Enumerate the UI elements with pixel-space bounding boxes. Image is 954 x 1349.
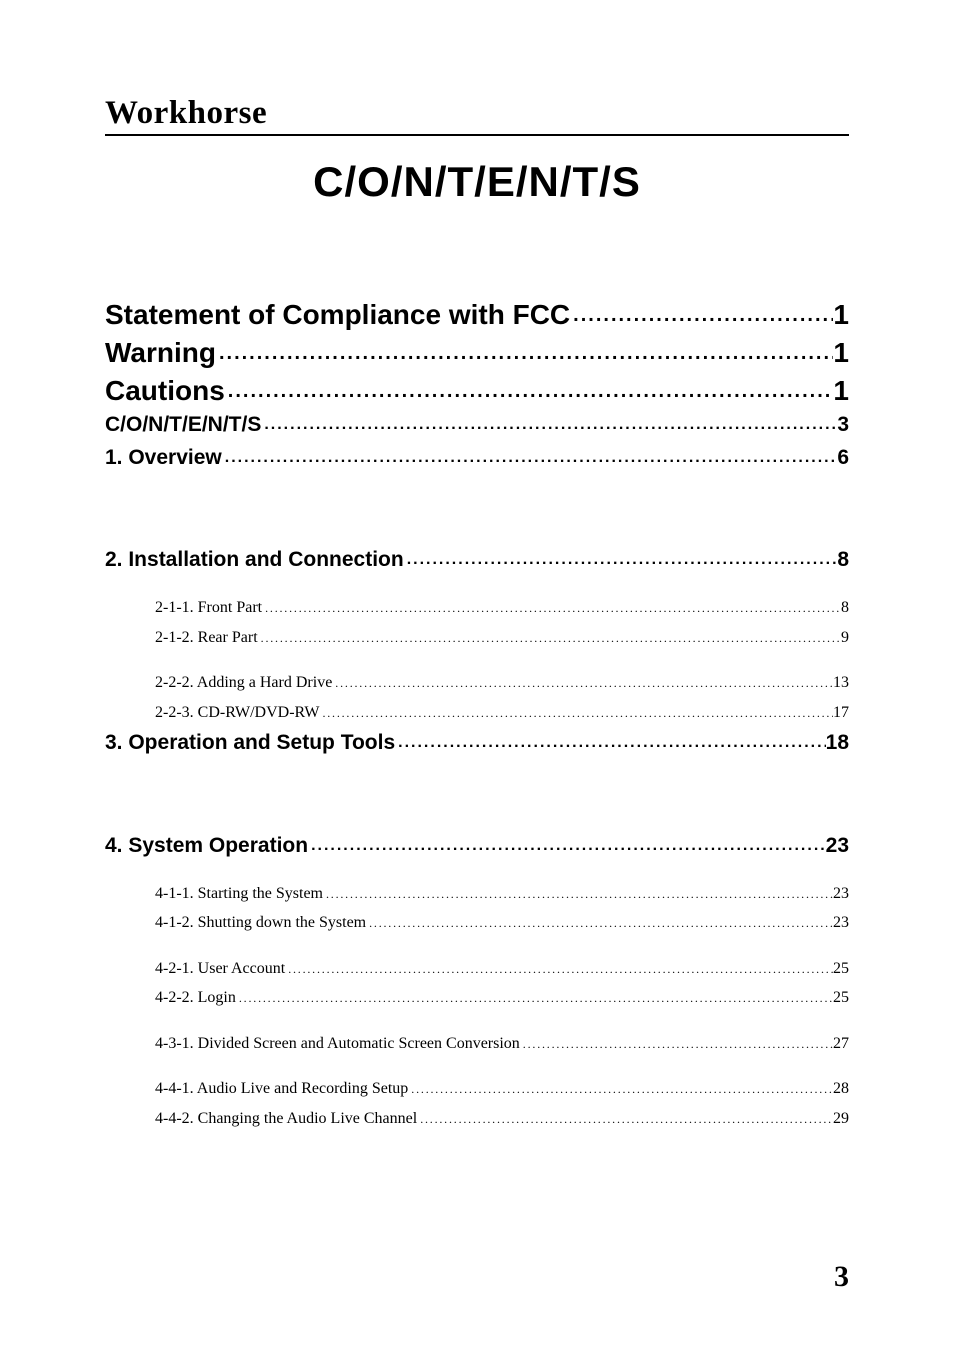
toc-leader: ........................................… bbox=[285, 958, 833, 980]
toc-leader: ........................................… bbox=[417, 1108, 833, 1130]
toc-leader: ........................................… bbox=[262, 597, 841, 619]
toc-entry: 3. Operation and Setup Tools............… bbox=[105, 727, 849, 760]
toc-page: 29 bbox=[833, 1104, 849, 1134]
toc-label: Statement of Compliance with FCC bbox=[105, 296, 570, 334]
toc-entry: Warning.................................… bbox=[105, 334, 849, 372]
toc-label: 4-2-1. User Account bbox=[155, 954, 285, 984]
contents-title: C/O/N/T/E/N/T/S bbox=[105, 158, 849, 206]
toc-page: 18 bbox=[826, 727, 849, 760]
toc-leader: ........................................… bbox=[225, 378, 834, 405]
spacer bbox=[105, 938, 849, 954]
toc-entry: 4-4-2. Changing the Audio Live Channel..… bbox=[105, 1104, 849, 1134]
toc-entry: 1. Overview.............................… bbox=[105, 442, 849, 475]
toc-page: 23 bbox=[833, 879, 849, 909]
toc-container: Statement of Compliance with FCC........… bbox=[105, 296, 849, 1134]
toc-page: 23 bbox=[833, 908, 849, 938]
toc-page: 8 bbox=[837, 544, 849, 577]
toc-entry: 4-4-1. Audio Live and Recording Setup...… bbox=[105, 1074, 849, 1104]
toc-leader: ........................................… bbox=[570, 302, 833, 329]
toc-page: 1 bbox=[833, 334, 849, 372]
toc-label: 2. Installation and Connection bbox=[105, 544, 404, 577]
toc-label: 3. Operation and Setup Tools bbox=[105, 727, 395, 760]
toc-label: 4-3-1. Divided Screen and Automatic Scre… bbox=[155, 1029, 520, 1059]
toc-entry: 4-3-1. Divided Screen and Automatic Scre… bbox=[105, 1029, 849, 1059]
toc-leader: ........................................… bbox=[236, 987, 833, 1009]
toc-entry: 2-1-1. Front Part.......................… bbox=[105, 593, 849, 623]
toc-label: 2-1-1. Front Part bbox=[155, 593, 262, 623]
toc-leader: ........................................… bbox=[404, 548, 838, 573]
toc-label: 4-4-1. Audio Live and Recording Setup bbox=[155, 1074, 408, 1104]
toc-entry: 4-1-2. Shutting down the System.........… bbox=[105, 908, 849, 938]
toc-leader: ........................................… bbox=[323, 883, 833, 905]
toc-leader: ........................................… bbox=[308, 834, 826, 859]
toc-entry: 2-1-2. Rear Part........................… bbox=[105, 623, 849, 653]
toc-entry: Statement of Compliance with FCC........… bbox=[105, 296, 849, 334]
toc-label: Warning bbox=[105, 334, 216, 372]
spacer bbox=[105, 760, 849, 830]
toc-leader: ........................................… bbox=[395, 731, 826, 756]
toc-entry: 2. Installation and Connection..........… bbox=[105, 544, 849, 577]
spacer bbox=[105, 1058, 849, 1074]
toc-page: 27 bbox=[833, 1029, 849, 1059]
toc-page: 1 bbox=[833, 372, 849, 410]
toc-leader: ........................................… bbox=[332, 672, 833, 694]
toc-entry: 4-1-1. Starting the System..............… bbox=[105, 879, 849, 909]
toc-label: Cautions bbox=[105, 372, 225, 410]
toc-entry: 4-2-1. User Account.....................… bbox=[105, 954, 849, 984]
toc-page: 3 bbox=[837, 409, 849, 442]
toc-page: 25 bbox=[833, 983, 849, 1013]
spacer bbox=[105, 474, 849, 544]
document-header: Workhorse bbox=[105, 95, 849, 136]
toc-leader: ........................................… bbox=[216, 340, 833, 367]
toc-leader: ........................................… bbox=[261, 413, 837, 438]
document-title: Workhorse bbox=[105, 95, 267, 131]
toc-entry: 4-2-2. Login............................… bbox=[105, 983, 849, 1013]
toc-label: 4-4-2. Changing the Audio Live Channel bbox=[155, 1104, 417, 1134]
spacer bbox=[105, 577, 849, 593]
toc-page: 9 bbox=[841, 623, 849, 653]
toc-leader: ........................................… bbox=[258, 627, 841, 649]
toc-page: 1 bbox=[833, 296, 849, 334]
toc-leader: ........................................… bbox=[520, 1033, 833, 1055]
spacer bbox=[105, 863, 849, 879]
page-number: 3 bbox=[834, 1260, 849, 1294]
spacer bbox=[105, 1013, 849, 1029]
toc-label: C/O/N/T/E/N/T/S bbox=[105, 409, 261, 442]
toc-label: 2-2-3. CD-RW/DVD-RW bbox=[155, 698, 319, 728]
toc-page: 23 bbox=[826, 830, 849, 863]
toc-label: 4. System Operation bbox=[105, 830, 308, 863]
toc-leader: ........................................… bbox=[366, 912, 833, 934]
toc-label: 4-2-2. Login bbox=[155, 983, 236, 1013]
toc-entry: 2-2-3. CD-RW/DVD-RW.....................… bbox=[105, 698, 849, 728]
toc-leader: ........................................… bbox=[319, 702, 833, 724]
spacer bbox=[105, 652, 849, 668]
toc-label: 2-1-2. Rear Part bbox=[155, 623, 258, 653]
toc-leader: ........................................… bbox=[408, 1078, 833, 1100]
toc-label: 1. Overview bbox=[105, 442, 222, 475]
toc-page: 17 bbox=[833, 698, 849, 728]
toc-entry: C/O/N/T/E/N/T/S.........................… bbox=[105, 409, 849, 442]
toc-entry: Cautions................................… bbox=[105, 372, 849, 410]
toc-label: 2-2-2. Adding a Hard Drive bbox=[155, 668, 332, 698]
toc-page: 28 bbox=[833, 1074, 849, 1104]
toc-leader: ........................................… bbox=[222, 446, 838, 471]
toc-entry: 4. System Operation.....................… bbox=[105, 830, 849, 863]
toc-label: 4-1-1. Starting the System bbox=[155, 879, 323, 909]
toc-entry: 2-2-2. Adding a Hard Drive .............… bbox=[105, 668, 849, 698]
toc-page: 13 bbox=[833, 668, 849, 698]
toc-page: 6 bbox=[837, 442, 849, 475]
toc-page: 25 bbox=[833, 954, 849, 984]
toc-page: 8 bbox=[841, 593, 849, 623]
toc-label: 4-1-2. Shutting down the System bbox=[155, 908, 366, 938]
